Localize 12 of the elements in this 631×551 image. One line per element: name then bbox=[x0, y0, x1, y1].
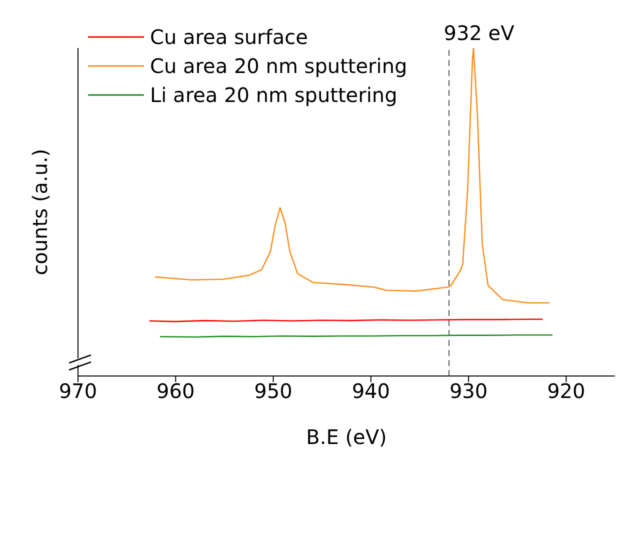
x-tick-label: 920 bbox=[547, 379, 586, 404]
legend-label: Li area 20 nm sputtering bbox=[150, 82, 398, 106]
y-axis-title: counts (a.u.) bbox=[28, 148, 52, 276]
x-tick-label: 960 bbox=[156, 379, 195, 404]
x-axis-title: B.E (eV) bbox=[306, 425, 387, 449]
legend-label: Cu area surface bbox=[150, 24, 308, 48]
legend-label: Cu area 20 nm sputtering bbox=[150, 54, 408, 78]
x-tick-label: 950 bbox=[254, 379, 292, 404]
ref-line-label: 932 eV bbox=[444, 21, 515, 45]
x-tick-label: 970 bbox=[58, 379, 98, 404]
x-tick-label: 940 bbox=[352, 379, 390, 404]
x-tick-label: 930 bbox=[449, 379, 488, 404]
